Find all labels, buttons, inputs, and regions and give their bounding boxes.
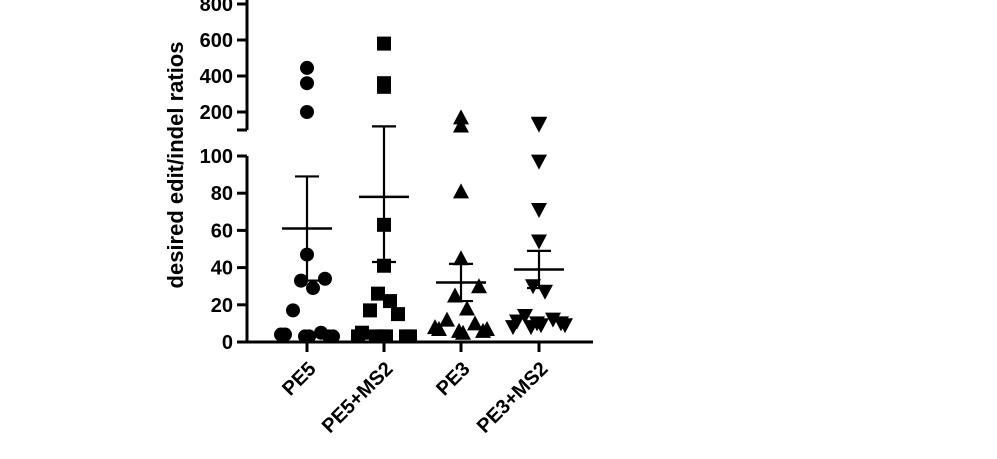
data-point xyxy=(455,324,471,340)
y-tick-label: 0 xyxy=(222,332,233,354)
data-point xyxy=(403,329,417,344)
data-point xyxy=(377,217,391,232)
data-point xyxy=(326,329,340,344)
data-point xyxy=(447,287,463,303)
data-point xyxy=(537,284,553,300)
data-point xyxy=(300,105,314,119)
data-point xyxy=(459,300,475,316)
y-tick-label: 80 xyxy=(211,183,233,205)
y-axis-title: desired edit/indel ratios xyxy=(163,42,188,289)
data-point xyxy=(467,315,483,331)
data-point xyxy=(531,202,547,218)
y-tick-label: 40 xyxy=(211,258,233,280)
data-point xyxy=(505,320,521,336)
data-point xyxy=(377,79,391,94)
data-point xyxy=(453,250,469,266)
data-point xyxy=(523,320,539,336)
data-point xyxy=(306,281,320,296)
data-point xyxy=(286,303,300,318)
data-point xyxy=(377,36,391,51)
data-point xyxy=(274,327,288,342)
data-point xyxy=(391,307,405,322)
x-category-label: PE5+MS2 xyxy=(318,358,398,438)
data-point xyxy=(557,318,573,334)
x-category-label: PE5 xyxy=(278,358,320,400)
data-point xyxy=(351,329,365,344)
data-point xyxy=(300,76,314,91)
data-point xyxy=(479,320,495,336)
y-tick-label: 200 xyxy=(200,102,233,124)
data-point xyxy=(517,308,533,324)
data-point xyxy=(439,311,455,327)
y-tick-label: 400 xyxy=(200,66,233,88)
data-point xyxy=(302,329,316,344)
data-point xyxy=(453,109,469,125)
data-point xyxy=(363,303,377,318)
y-tick-label: 20 xyxy=(211,295,233,317)
data-point xyxy=(471,278,487,294)
data-point xyxy=(531,234,547,250)
data-point xyxy=(318,271,332,286)
data-point xyxy=(453,117,469,133)
data-point xyxy=(383,294,397,309)
data-point xyxy=(525,279,541,295)
data-point xyxy=(369,329,383,344)
y-tick-label: 100 xyxy=(200,146,233,168)
y-tick-label: 800 xyxy=(200,0,233,16)
data-point xyxy=(300,60,314,75)
data-point xyxy=(371,286,385,301)
data-point xyxy=(294,273,308,288)
data-point xyxy=(531,154,547,170)
x-category-label: PE3 xyxy=(432,358,474,400)
data-point xyxy=(377,258,391,273)
data-point xyxy=(300,247,314,262)
data-point xyxy=(427,319,443,335)
y-tick-label: 600 xyxy=(200,30,233,52)
data-point xyxy=(531,117,547,133)
data-point xyxy=(453,183,469,199)
x-category-label: PE3+MS2 xyxy=(473,358,553,438)
y-tick-label: 60 xyxy=(211,220,233,242)
